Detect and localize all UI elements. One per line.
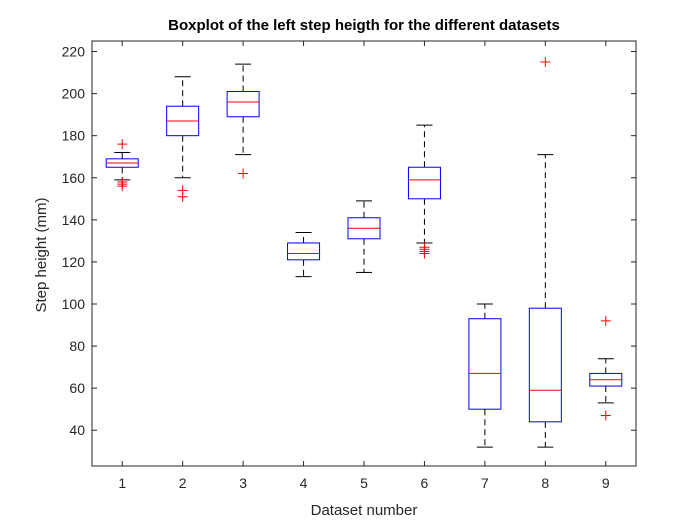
x-tick-label: 3 [239, 475, 247, 491]
box [528, 307, 562, 423]
outlier-marker [177, 191, 188, 202]
y-tick-label: 200 [62, 86, 86, 102]
x-tick-label: 1 [118, 475, 126, 491]
y-tick-label: 220 [62, 44, 86, 60]
y-tick-label: 60 [69, 380, 85, 396]
y-tick-label: 160 [62, 170, 86, 186]
x-tick-label: 7 [481, 475, 489, 491]
y-tick-label: 140 [62, 212, 86, 228]
y-tick-label: 80 [69, 338, 85, 354]
y-tick-label: 180 [62, 128, 86, 144]
x-tick-label: 9 [602, 475, 610, 491]
outlier-marker [238, 168, 249, 179]
y-axis-label: Step height (mm) [33, 197, 50, 312]
chart-title: Boxplot of the left step heigth for the … [168, 17, 560, 34]
y-tick-label: 100 [62, 296, 86, 312]
outlier-marker [117, 139, 128, 150]
x-tick-label: 2 [179, 475, 187, 491]
outlier-marker [600, 315, 611, 326]
box [226, 90, 260, 118]
box [287, 242, 321, 261]
x-tick-label: 4 [300, 475, 308, 491]
plot-area: 40 60 80 100 120 140 160 180 200 220 1 2 3 4 5 6 7 8 9 [62, 40, 637, 491]
box [407, 166, 441, 200]
y-tick-label: 120 [62, 254, 86, 270]
x-tick-label: 8 [541, 475, 549, 491]
x-tick-label: 6 [421, 475, 429, 491]
outlier-marker [540, 57, 551, 68]
outlier-marker [117, 181, 128, 192]
x-tick-label: 5 [360, 475, 368, 491]
box [468, 318, 502, 410]
y-tick-label: 40 [69, 422, 85, 438]
outlier-marker [419, 248, 430, 259]
outlier-marker [600, 410, 611, 421]
x-axis-label: Dataset number [311, 502, 418, 519]
